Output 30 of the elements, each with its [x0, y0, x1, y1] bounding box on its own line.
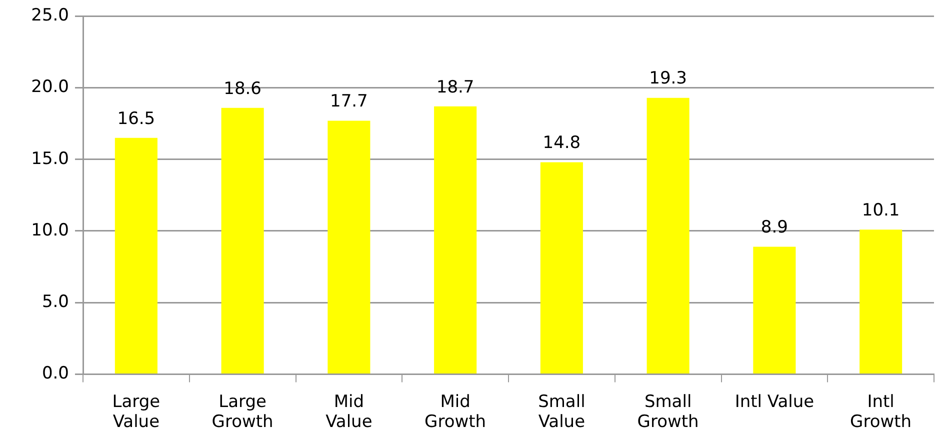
y-tick-label: 0.0: [42, 364, 69, 384]
data-label: 18.6: [224, 78, 262, 99]
data-label: 19.3: [649, 68, 687, 89]
data-label: 17.7: [330, 92, 368, 112]
x-tick-label: Mid Growth: [424, 392, 486, 432]
bar: [540, 162, 583, 374]
bar: [860, 230, 902, 374]
data-label: 10.1: [862, 200, 900, 220]
x-tick-label: Small Growth: [637, 392, 699, 432]
data-label: 16.5: [117, 108, 156, 129]
x-tick-label: Intl Growth: [850, 392, 912, 432]
x-tick-label: Small Value: [538, 392, 586, 432]
bar: [646, 98, 690, 374]
y-tick-label: 10.0: [31, 220, 69, 240]
bar: [114, 138, 158, 374]
bar: [434, 106, 477, 374]
data-label: 18.7: [436, 77, 474, 98]
data-label: 8.9: [760, 218, 788, 238]
x-tick-label: Large Value: [112, 392, 160, 432]
y-tick-label: 15.0: [31, 148, 69, 169]
y-tick-label: 25.0: [31, 6, 69, 26]
data-label: 14.8: [542, 133, 581, 154]
x-tick-label: Mid Value: [326, 392, 372, 432]
y-tick-label: 20.0: [31, 77, 69, 98]
bar: [221, 108, 264, 374]
x-tick-label: Intl Value: [734, 392, 814, 412]
x-tick-label: Large Growth: [212, 392, 274, 432]
bar: [328, 120, 370, 374]
y-tick-label: 5.0: [42, 292, 69, 312]
bar: [753, 246, 796, 374]
